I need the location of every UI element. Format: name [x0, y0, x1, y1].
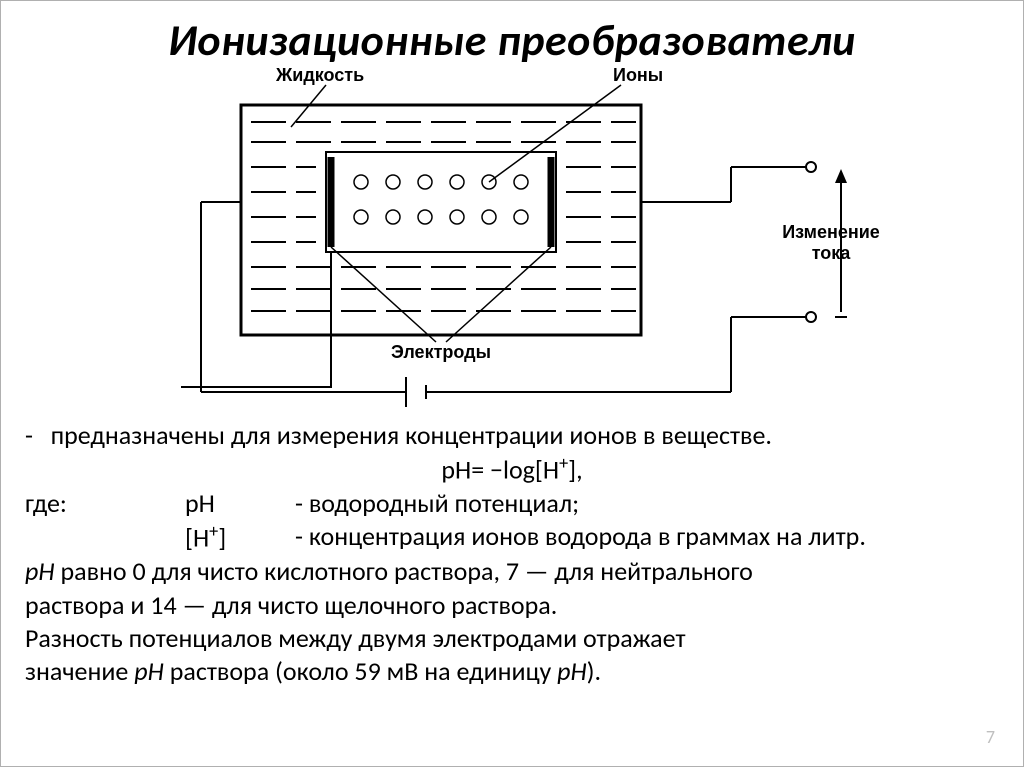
formula-suffix: ], [568, 454, 582, 486]
term-h-suffix: ] [218, 522, 226, 554]
formula-prefix: рН= −log[H [441, 454, 559, 486]
body-text: - предназначены для измерения концентрац… [25, 419, 999, 688]
potential-l1: Разность потенциалов между двумя электро… [25, 622, 999, 655]
ph-scale-l1-b: равно 0 для чисто кислотного раствора, 7… [55, 555, 753, 587]
potential-l2-d: рН [557, 655, 587, 687]
slide-title: Ионизационные преобразователи [1, 13, 1023, 67]
diagram-label-electrodes: Электроды [391, 342, 491, 363]
diagram: Жидкость Ионы Электроды Изменение тока [181, 67, 941, 407]
term-h-prefix: [H [185, 522, 209, 554]
purpose-line: - предназначены для измерения концентрац… [25, 419, 999, 452]
ph-scale-l1: рН равно 0 для чисто кислотного раствора… [25, 555, 999, 588]
diagram-label-current: Изменение тока [766, 222, 896, 263]
potential-l2: значение рН раствора (около 59 мВ на еди… [25, 655, 999, 688]
potential-l2-a: значение [25, 655, 134, 687]
term-h-sup: + [209, 520, 218, 542]
definitions-table: где: рН - водородный потенциал; [H+] - к… [25, 487, 866, 555]
ph-scale-l2: раствора и 14 — для чисто щелочного раст… [25, 589, 999, 622]
diagram-label-current-l2: тока [812, 243, 851, 263]
ph-scale-l1-a: рН [25, 555, 55, 587]
formula-line: рН= −log[H+], [25, 452, 999, 487]
term-ph: рН [185, 487, 215, 519]
bullet-dash: - [25, 419, 33, 451]
where-label: где: [25, 487, 67, 519]
potential-l2-c: раствора (около 59 мВ на единицу [164, 655, 557, 687]
def-ph: - водородный потенциал; [295, 487, 579, 519]
potential-l2-e: ). [587, 655, 601, 687]
diagram-label-current-l1: Изменение [782, 222, 880, 242]
purpose-text: предназначены для измерения концентрации… [51, 419, 772, 451]
potential-l2-b: рН [134, 655, 164, 687]
diagram-label-ions: Ионы [613, 65, 663, 86]
formula-sup: + [559, 452, 568, 474]
slide: Ионизационные преобразователи [0, 0, 1024, 767]
page-number: 7 [986, 726, 995, 748]
diagram-label-liquid: Жидкость [276, 65, 364, 86]
def-h: - концентрация ионов водорода в граммах … [295, 520, 866, 552]
